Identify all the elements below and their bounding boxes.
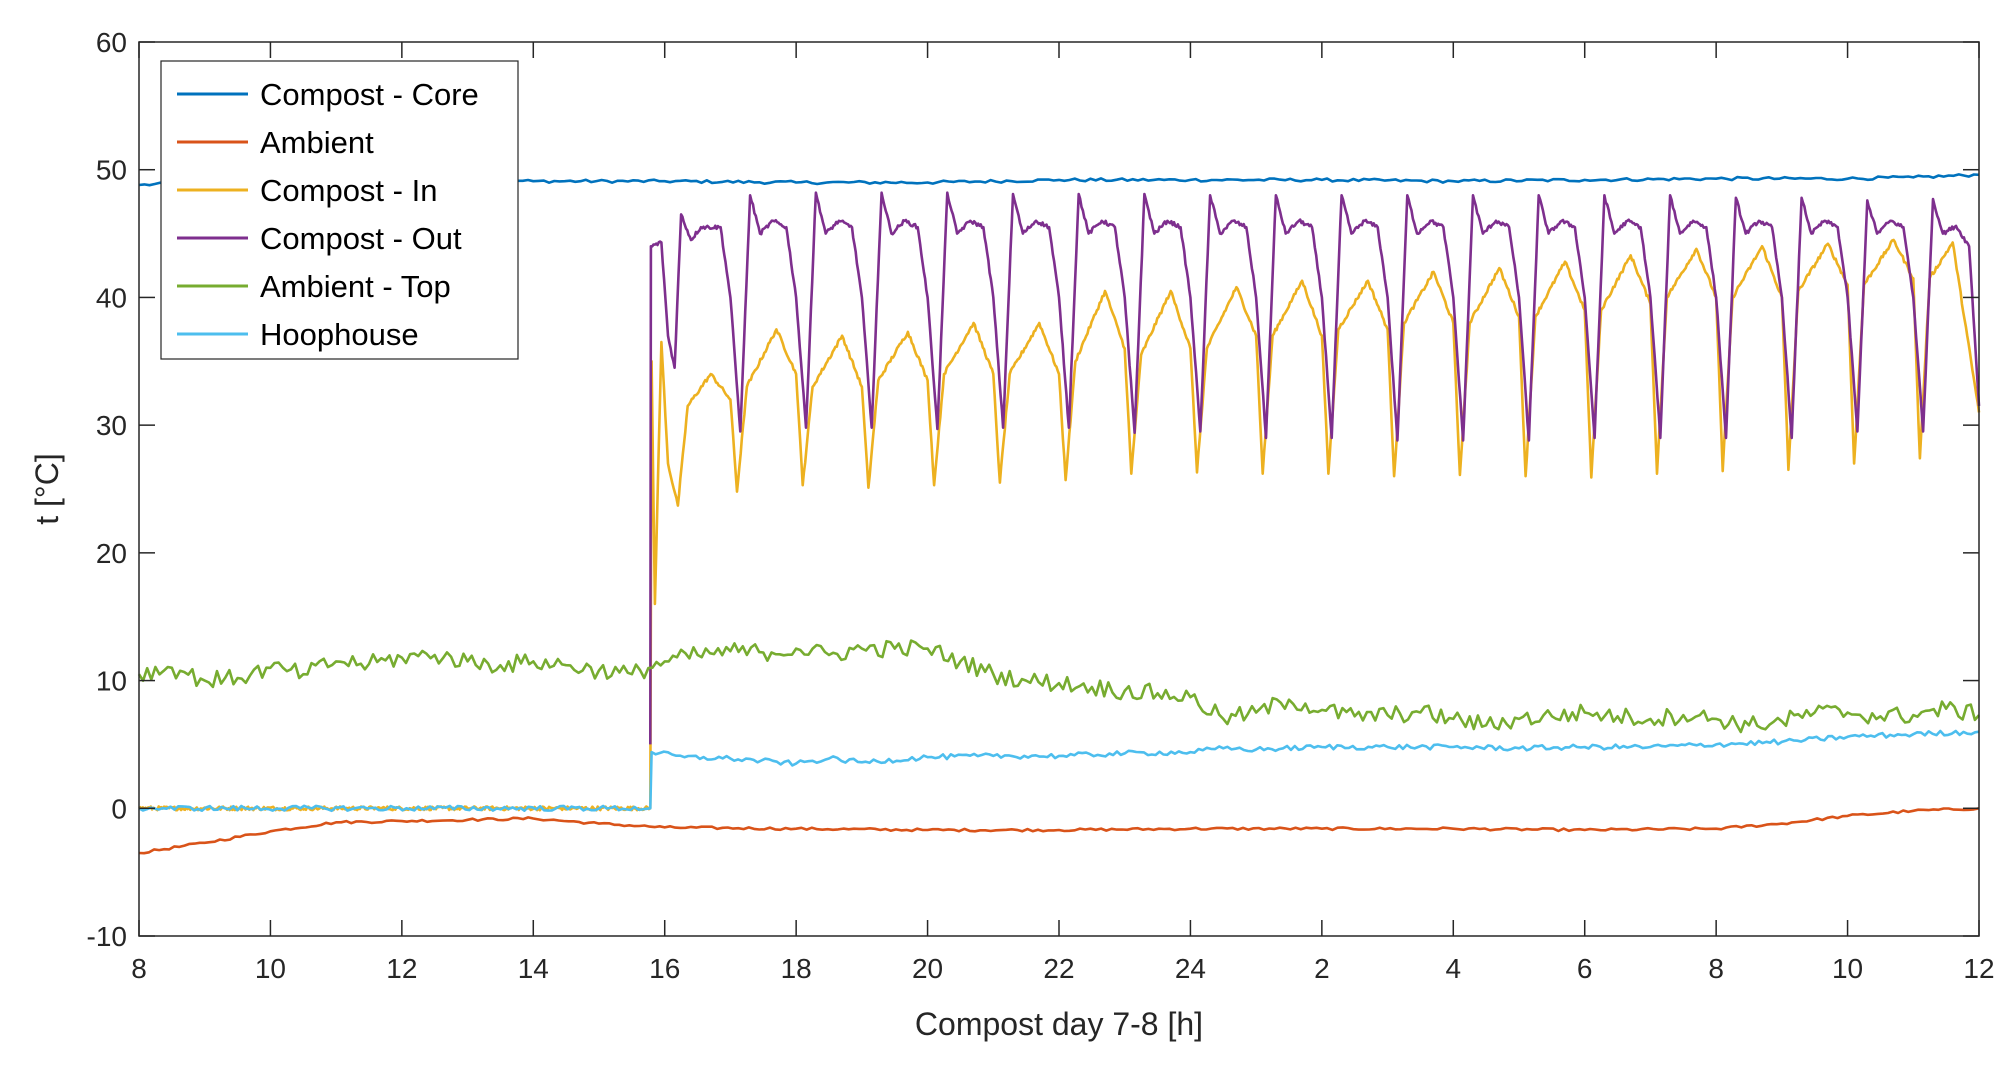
x-tick-label: 14 <box>518 953 549 984</box>
x-axis-title: Compost day 7-8 [h] <box>915 1006 1203 1042</box>
x-tick-label: 20 <box>912 953 943 984</box>
y-tick-label: 40 <box>96 282 127 313</box>
legend-box <box>160 60 519 360</box>
legend: Compost - Core Ambient Compost - In Compost… <box>160 60 519 360</box>
legend-label: Ambient - Top <box>260 269 451 304</box>
x-tick-label: 2 <box>1314 953 1330 984</box>
y-tick-label: -10 <box>87 921 127 952</box>
ticks-layer: 8 10 12 14 16 18 20 22 24 2 4 6 8 10 12-10010203040506… <box>87 27 1995 984</box>
x-tick-label: 10 <box>1832 953 1863 984</box>
y-tick-label: 0 <box>111 793 127 824</box>
x-tick-label: 6 <box>1577 953 1593 984</box>
legend-label: Hoophouse <box>260 317 419 352</box>
x-tick-label: 24 <box>1175 953 1206 984</box>
legend-label: Compost - In <box>260 173 437 208</box>
y-tick-label: 10 <box>96 666 127 697</box>
series-line-ambient <box>138 807 1980 855</box>
series-line-hoophouse <box>138 729 1980 813</box>
legend-label: Ambient <box>260 125 374 160</box>
legend-label: Compost - Out <box>260 221 462 256</box>
x-tick-label: 12 <box>386 953 417 984</box>
x-tick-label: 8 <box>1708 953 1724 984</box>
x-tick-label: 22 <box>1043 953 1074 984</box>
legend-label: Compost - Core <box>260 77 479 112</box>
x-tick-label: 18 <box>781 953 812 984</box>
x-tick-label: 10 <box>255 953 286 984</box>
x-tick-label: 16 <box>649 953 680 984</box>
y-tick-label: 20 <box>96 538 127 569</box>
series-line-compost-out <box>649 191 1981 745</box>
y-axis-title: t [°C] <box>29 453 65 524</box>
x-tick-label: 8 <box>131 953 147 984</box>
y-tick-label: 50 <box>96 155 127 186</box>
x-tick-label: 4 <box>1445 953 1461 984</box>
x-tick-label: 12 <box>1963 953 1994 984</box>
y-tick-label: 60 <box>96 27 127 58</box>
y-tick-label: 30 <box>96 410 127 441</box>
series-line-ambient-top <box>137 639 1980 734</box>
